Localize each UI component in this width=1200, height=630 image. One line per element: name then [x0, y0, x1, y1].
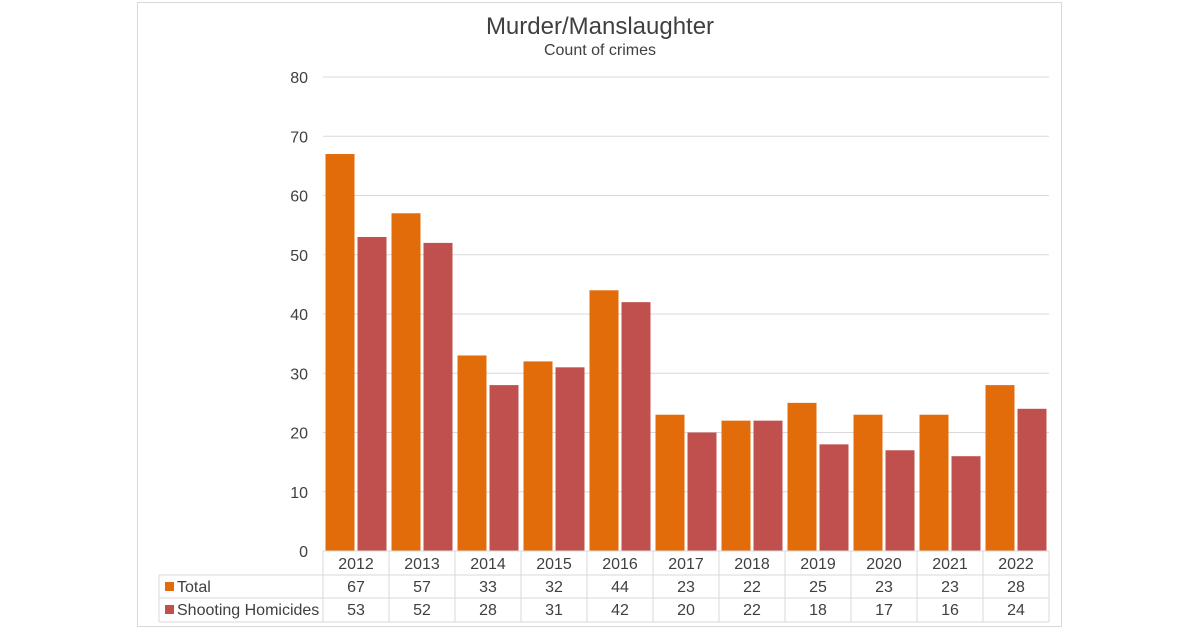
- bars: [325, 154, 1047, 551]
- chart-title: Murder/Manslaughter: [486, 13, 714, 40]
- bar-shooting-homicides: [489, 385, 519, 551]
- y-tick-label: 80: [290, 70, 308, 87]
- bar-shooting-homicides: [621, 302, 651, 551]
- bar-shooting-homicides: [357, 236, 387, 551]
- data-table: 2012 2013 2014 2015 2016 2017 2018 2019 2020 2021…: [158, 550, 1050, 623]
- bar-shooting-homicides: [951, 456, 981, 551]
- table-cell: 22: [743, 579, 761, 596]
- table-cell: 32: [545, 579, 563, 596]
- legend-swatch-shooting-homicides: [165, 605, 174, 614]
- bar-total: [457, 355, 487, 551]
- bar-total: [853, 414, 883, 551]
- table-cell: 53: [347, 602, 365, 619]
- table-cell: 44: [611, 579, 629, 596]
- legend-label: Total: [177, 579, 211, 596]
- table-cell: 25: [809, 579, 827, 596]
- table-cell: 42: [611, 602, 629, 619]
- bar-shooting-homicides: [753, 420, 783, 551]
- bar-total: [787, 402, 817, 551]
- table-cell: 57: [413, 579, 431, 596]
- y-axis-ticks: 0 10 20 30 40 50 60 70 80: [290, 70, 308, 561]
- x-tick-label: 2017: [668, 556, 704, 573]
- bar-total: [919, 414, 949, 551]
- x-tick-label: 2016: [602, 556, 638, 573]
- bar-shooting-homicides: [885, 450, 915, 551]
- x-tick-label: 2013: [404, 556, 440, 573]
- table-cell: 31: [545, 602, 563, 619]
- x-tick-label: 2014: [470, 556, 506, 573]
- y-tick-label: 60: [290, 189, 308, 206]
- bar-total: [391, 213, 421, 551]
- bar-total: [655, 414, 685, 551]
- x-tick-label: 2022: [998, 556, 1034, 573]
- x-tick-label: 2015: [536, 556, 572, 573]
- bar-total: [985, 385, 1015, 551]
- table-cell: 18: [809, 602, 827, 619]
- x-tick-label: 2019: [800, 556, 836, 573]
- y-tick-label: 50: [290, 248, 308, 265]
- bar-shooting-homicides: [555, 367, 585, 551]
- bar-total: [721, 420, 751, 551]
- bar-shooting-homicides: [687, 432, 717, 551]
- table-cell: 28: [479, 602, 497, 619]
- x-tick-label: 2012: [338, 556, 374, 573]
- table-cell: 23: [677, 579, 695, 596]
- bar-shooting-homicides: [1017, 408, 1047, 551]
- table-cell: 22: [743, 602, 761, 619]
- table-cell: 16: [941, 602, 959, 619]
- table-cell: 28: [1007, 579, 1025, 596]
- table-cell: 20: [677, 602, 695, 619]
- table-cell: 24: [1007, 602, 1025, 619]
- table-cell: 17: [875, 602, 893, 619]
- y-tick-label: 10: [290, 485, 308, 502]
- table-cell: 23: [875, 579, 893, 596]
- x-tick-label: 2018: [734, 556, 770, 573]
- table-cell: 23: [941, 579, 959, 596]
- x-tick-label: 2020: [866, 556, 902, 573]
- bar-total: [589, 290, 619, 551]
- bar-shooting-homicides: [819, 444, 849, 551]
- legend-swatch-total: [165, 582, 174, 591]
- bar-total: [325, 154, 355, 551]
- legend-label: Shooting Homicides: [177, 602, 319, 619]
- chart-subtitle: Count of crimes: [544, 42, 656, 59]
- y-tick-label: 30: [290, 366, 308, 383]
- x-tick-label: 2021: [932, 556, 968, 573]
- y-tick-label: 40: [290, 307, 308, 324]
- table-cell: 52: [413, 602, 431, 619]
- bar-total: [523, 361, 553, 551]
- bar-shooting-homicides: [423, 242, 453, 551]
- table-cell: 67: [347, 579, 365, 596]
- y-tick-label: 0: [299, 544, 308, 561]
- table-cell: 33: [479, 579, 497, 596]
- y-tick-label: 70: [290, 129, 308, 146]
- y-tick-label: 20: [290, 426, 308, 443]
